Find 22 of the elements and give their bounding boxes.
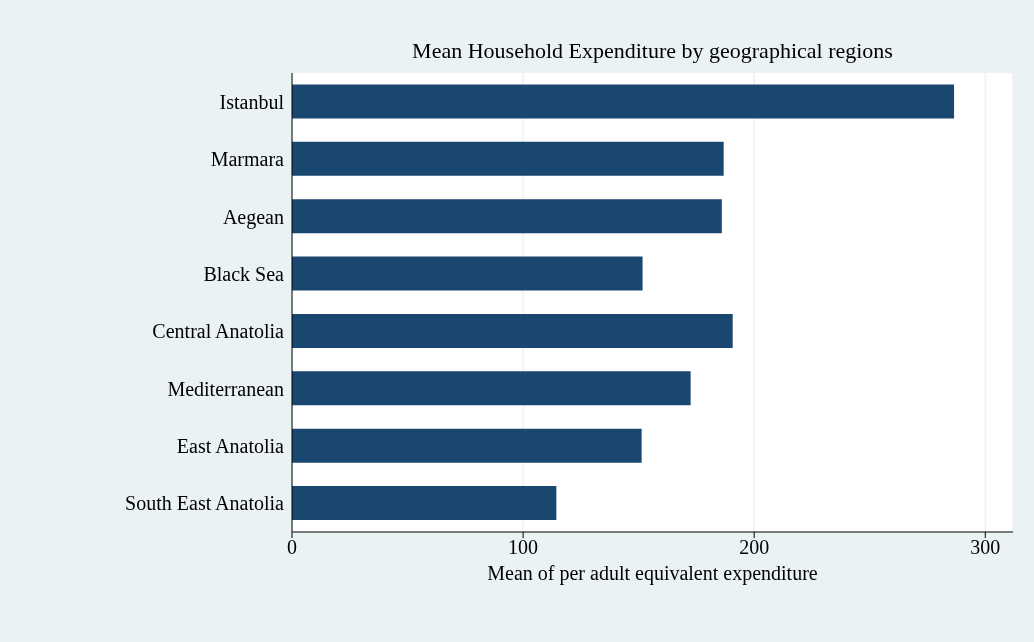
bar	[292, 199, 722, 234]
bar	[292, 141, 724, 176]
y-tick-label: South East Anatolia	[125, 492, 285, 515]
y-tick-label: Central Anatolia	[152, 320, 285, 343]
bar	[292, 428, 642, 463]
y-tick-label: Mediterranean	[167, 377, 284, 400]
x-tick-label: 200	[739, 536, 770, 559]
chart-title: Mean Household Expenditure by geographical regions	[411, 38, 894, 64]
x-axis-title: Mean of per adult equivalent expenditure	[487, 562, 818, 585]
bar	[292, 256, 643, 291]
y-tick-label: Istanbul	[219, 90, 285, 113]
y-tick-label: East Anatolia	[176, 435, 285, 458]
y-tick-label: Aegean	[222, 205, 284, 229]
y-tick-label: Marmara	[210, 148, 285, 171]
bar	[292, 313, 733, 348]
y-tick-label: Black Sea	[203, 262, 285, 285]
bar	[292, 371, 691, 406]
bar	[292, 84, 955, 119]
bar	[292, 486, 557, 521]
x-tick-label: 0	[287, 536, 297, 559]
x-tick-label: 100	[508, 536, 539, 559]
x-tick-label: 300	[970, 536, 1001, 559]
